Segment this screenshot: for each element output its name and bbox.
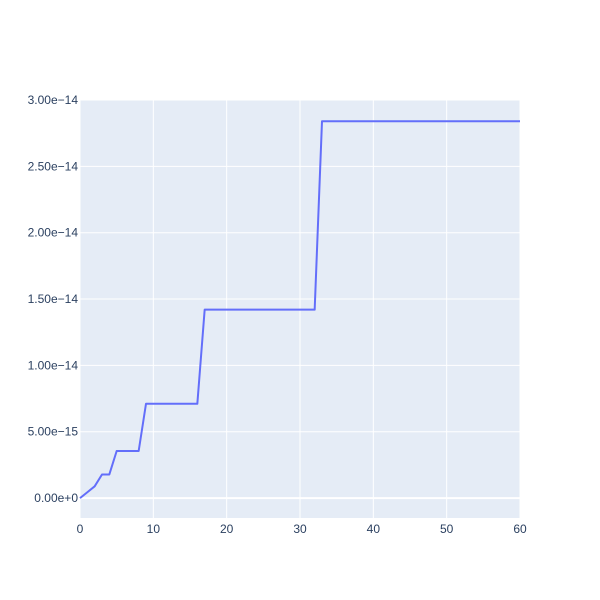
y-tick-label: 5.00e−15: [28, 425, 79, 439]
x-tick-label: 40: [367, 522, 381, 536]
x-tick-label: 10: [147, 522, 161, 536]
x-axis-ticks: 0 10 20 30 40 50 60: [77, 522, 527, 536]
x-tick-label: 30: [293, 522, 307, 536]
series-line: [79, 120, 520, 499]
y-tick-label: 1.50e−14: [28, 292, 79, 306]
x-tick-label: 20: [220, 522, 234, 536]
series-layer: [79, 120, 520, 499]
y-tick-label: 0.00e+0: [34, 491, 78, 505]
y-tick-label: 1.00e−14: [28, 358, 79, 372]
x-tick-label: 0: [77, 522, 84, 536]
x-tick-label: 60: [513, 522, 527, 536]
y-tick-label: 3.00e−14: [28, 93, 79, 107]
x-tick-label: 50: [440, 522, 454, 536]
y-axis-ticks: 0.00e+0 5.00e−15 1.00e−14 1.50e−14 2.00e−14 2…: [28, 93, 79, 505]
y-tick-label: 2.00e−14: [28, 226, 79, 240]
y-tick-label: 2.50e−14: [28, 159, 79, 173]
